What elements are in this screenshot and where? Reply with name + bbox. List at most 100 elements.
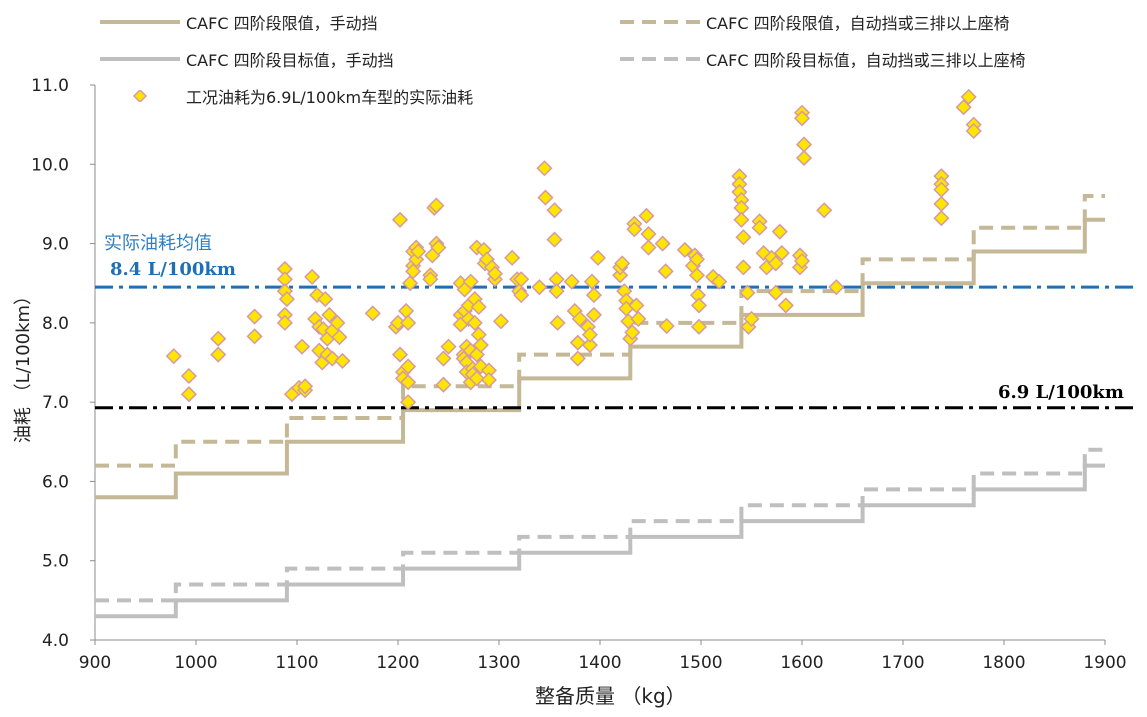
- legend-swatch-actual: [100, 90, 180, 102]
- data-point: [965, 122, 982, 140]
- mean-value-label: 8.4 L/100km: [110, 259, 236, 280]
- data-point: [581, 326, 598, 343]
- x-tick-label: 1600: [780, 653, 823, 673]
- legend-label-limit-manual: CAFC 四阶段限值，手动挡: [186, 14, 378, 33]
- data-point: [400, 314, 417, 331]
- data-point: [400, 358, 417, 375]
- data-point: [334, 352, 351, 369]
- data-point: [304, 268, 321, 285]
- data-point: [569, 350, 586, 367]
- data-point: [628, 297, 645, 314]
- data-point: [435, 350, 452, 367]
- series-limit-auto: [95, 194, 1105, 468]
- data-point: [676, 241, 693, 258]
- legend-label-limit-auto: CAFC 四阶段限值，自动挡或三排以上座椅: [706, 14, 1010, 33]
- x-axis-title: 整备质量 （kg）: [535, 684, 686, 708]
- x-tick-label: 1000: [174, 653, 217, 673]
- data-point: [548, 283, 565, 300]
- data-point: [422, 271, 439, 288]
- data-point: [777, 297, 794, 314]
- data-point: [690, 318, 708, 335]
- data-point: [624, 324, 641, 341]
- data-point: [955, 99, 972, 116]
- data-point: [504, 249, 521, 266]
- data-point: [278, 291, 295, 308]
- data-point: [329, 314, 346, 331]
- legend-swatch-target-manual: [100, 53, 180, 65]
- data-point: [654, 235, 671, 252]
- x-tick-label: 1200: [376, 653, 419, 673]
- data-point: [391, 211, 409, 228]
- data-point: [626, 221, 643, 238]
- data-point: [513, 271, 530, 288]
- data-point: [773, 245, 790, 262]
- x-tick-label: 1900: [1083, 653, 1126, 673]
- data-point: [795, 136, 813, 153]
- y-axis-title: 油耗 （L/100km）: [13, 286, 34, 444]
- legend-swatch-limit-manual: [100, 16, 180, 28]
- data-point: [735, 259, 752, 276]
- x-tick-label: 1800: [982, 653, 1025, 673]
- data-point: [711, 273, 728, 290]
- legend-label-actual: 工况油耗为6.9L/100km车型的实际油耗: [186, 88, 474, 107]
- data-point: [430, 239, 447, 256]
- data-point: [480, 371, 497, 389]
- series-target-auto: [95, 447, 1105, 603]
- x-tick-label: 1500: [679, 653, 722, 673]
- data-point: [581, 336, 598, 354]
- data-point: [180, 367, 197, 385]
- y-tick-label: 10.0: [31, 155, 69, 175]
- data-point: [180, 386, 197, 403]
- y-tick-label: 8.0: [42, 314, 69, 334]
- legend-item-limit-auto: CAFC 四阶段限值，自动挡或三排以上座椅: [620, 10, 1010, 34]
- data-point: [771, 223, 788, 240]
- data-point: [960, 88, 977, 105]
- legend-label-target-manual: CAFC 四阶段目标值，手动挡: [186, 51, 394, 70]
- data-point: [486, 265, 504, 282]
- series-target-manual: [95, 463, 1105, 619]
- data-point: [391, 346, 409, 363]
- data-point: [402, 275, 419, 292]
- data-point: [410, 243, 427, 260]
- y-tick-label: 9.0: [42, 235, 69, 255]
- legend-item-actual: 工况油耗为6.9L/100km车型的实际油耗: [100, 84, 473, 108]
- data-point: [640, 239, 657, 256]
- data-point: [466, 314, 483, 331]
- y-tick-label: 6.0: [42, 472, 69, 492]
- data-point: [440, 338, 457, 355]
- data-point: [293, 338, 311, 355]
- data-point: [585, 306, 603, 323]
- x-tick-label: 1300: [477, 653, 520, 673]
- data-point: [755, 245, 772, 262]
- y-tick-label: 5.0: [42, 552, 69, 572]
- legend-item-target-manual: CAFC 四阶段目标值，手动挡: [100, 47, 394, 71]
- y-tick-label: 11.0: [31, 76, 69, 96]
- data-point: [210, 330, 227, 347]
- data-point: [462, 273, 479, 290]
- data-point: [630, 310, 647, 327]
- data-point: [165, 348, 182, 365]
- data-point: [400, 394, 417, 411]
- data-point: [549, 314, 566, 331]
- data-point: [933, 195, 950, 212]
- data-point: [492, 313, 510, 330]
- data-point: [546, 202, 563, 219]
- data-point: [688, 267, 706, 284]
- data-point: [400, 374, 417, 391]
- data-point: [585, 287, 603, 304]
- legend-swatch-target-auto: [620, 53, 700, 65]
- data-point: [246, 308, 263, 325]
- data-point: [405, 263, 422, 280]
- data-point: [428, 197, 445, 214]
- data-point: [640, 225, 657, 243]
- data-point: [690, 297, 708, 314]
- x-tick-label: 1700: [881, 653, 924, 673]
- data-point: [735, 229, 752, 246]
- data-point: [435, 376, 452, 393]
- data-point: [246, 328, 263, 345]
- data-point: [793, 252, 811, 270]
- y-tick-label: 4.0: [42, 631, 69, 651]
- data-point: [331, 329, 348, 346]
- data-point: [468, 370, 485, 387]
- data-point: [795, 149, 813, 167]
